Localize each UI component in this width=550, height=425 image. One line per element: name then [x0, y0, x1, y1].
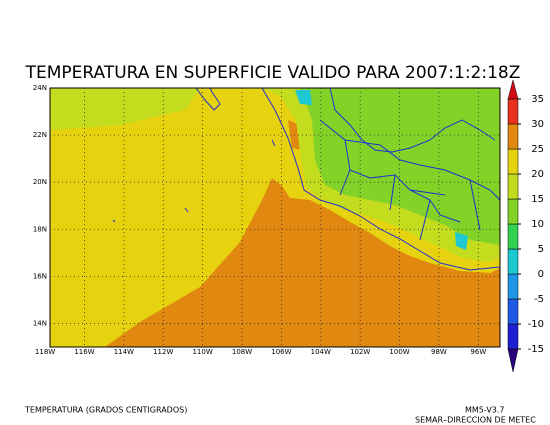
x-tick-label: 98W — [431, 348, 447, 356]
map-area — [50, 87, 501, 347]
y-tick-label: 24N — [33, 84, 47, 92]
colorbar-band — [507, 298, 519, 325]
colorbar-label: -15 — [528, 344, 544, 355]
field-cold — [455, 232, 468, 250]
colorbar-label: 30 — [531, 119, 544, 130]
colorbar-label: 10 — [531, 219, 544, 230]
colorbar-label: 0 — [538, 269, 544, 280]
colorbar-label: 25 — [531, 144, 544, 155]
x-tick-label: 96W — [470, 348, 486, 356]
x-tick-label: 112W — [153, 348, 173, 356]
colorbar-band — [507, 98, 519, 125]
y-tick-label: 16N — [33, 272, 47, 280]
colorbar-label: 5 — [538, 244, 544, 255]
colorbar-low — [507, 348, 519, 373]
colorbar-label: -5 — [534, 294, 544, 305]
colorbar-label: 15 — [531, 194, 544, 205]
footer-right: SEMAR–DIRECCION DE METEC — [415, 416, 536, 425]
colorbar-high — [507, 79, 519, 100]
y-tick-label: 14N — [33, 319, 47, 327]
colorbar-band — [507, 173, 519, 200]
title: TEMPERATURA EN SUPERFICIE VALIDO PARA 20… — [25, 63, 521, 83]
colorbar-band — [507, 123, 519, 150]
x-tick-label: 106W — [271, 348, 291, 356]
y-tick-label: 22N — [33, 131, 47, 139]
footer-right: MM5-V3.7 — [465, 406, 505, 415]
coastlines — [112, 87, 501, 271]
y-tick-label: 20N — [33, 178, 47, 186]
colorbar-label: -10 — [528, 319, 544, 330]
x-tick-label: 100W — [389, 348, 409, 356]
colorbar-band — [507, 273, 519, 300]
colorbar-band — [507, 248, 519, 275]
colorbar-label: 20 — [531, 169, 544, 180]
x-tick-label: 116W — [74, 348, 94, 356]
x-tick-label: 110W — [192, 348, 212, 356]
colorbar-band — [507, 223, 519, 250]
colorbar-band — [507, 148, 519, 175]
footer-left: TEMPERATURA (GRADOS CENTIGRADOS) — [24, 406, 187, 415]
field-mild — [50, 88, 200, 130]
field-cool — [300, 88, 500, 245]
colorbar-label: 35 — [531, 94, 544, 105]
x-tick-label: 102W — [350, 348, 370, 356]
colorbar-band — [507, 198, 519, 225]
x-tick-label: 104W — [311, 348, 331, 356]
x-tick-label: 118W — [35, 348, 55, 356]
field-cold — [295, 90, 312, 105]
y-tick-label: 18N — [33, 225, 47, 233]
map-frame — [49, 87, 501, 348]
field-hot — [105, 178, 500, 347]
x-tick-label: 108W — [232, 348, 252, 356]
colorbar-band — [507, 323, 519, 350]
x-tick-label: 114W — [114, 348, 134, 356]
